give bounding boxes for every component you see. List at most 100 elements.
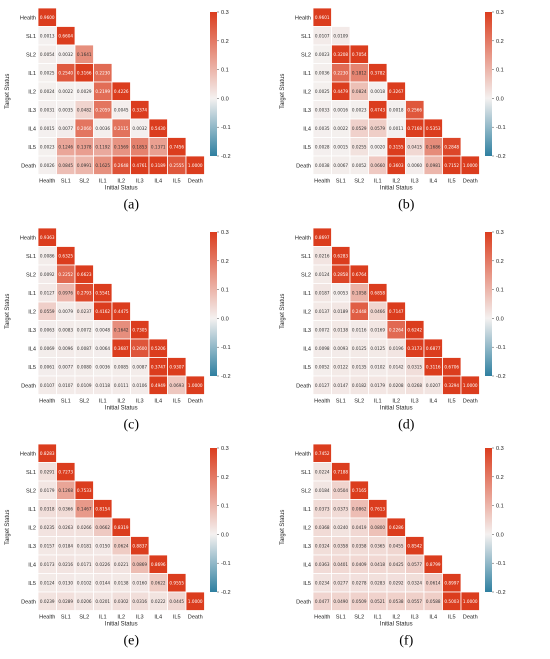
- cell-value-label: 0.0824: [352, 89, 367, 94]
- colorbar-tick-label: 0.2: [221, 475, 229, 481]
- cell-value-label: 0.0181: [77, 543, 92, 548]
- cell-value-label: 0.0102: [370, 364, 385, 369]
- cell-value-label: 0.3782: [370, 70, 385, 75]
- cell-value-label: 0.0466: [370, 309, 385, 314]
- cell-value-label: 0.7305: [132, 327, 147, 332]
- cell-value-label: 0.0036: [95, 126, 110, 131]
- colorbar-tick-label: -0.2: [496, 154, 506, 160]
- cell-value-label: 0.0032: [132, 126, 147, 131]
- cell-value-label: 0.9307: [169, 364, 184, 369]
- x-tick-label: IL2: [392, 615, 400, 621]
- colorbar-tick-label: 0.1: [496, 504, 504, 510]
- cell-value-label: 0.0477: [315, 599, 330, 604]
- colorbar: [485, 448, 492, 592]
- colorbar-tick-label: 0.1: [221, 504, 229, 510]
- cell-value-label: 0.4475: [114, 309, 129, 314]
- cell-value-label: 0.0588: [426, 599, 441, 604]
- cell-value-label: 0.0263: [58, 525, 73, 530]
- cell-value-label: 0.0098: [315, 346, 330, 351]
- x-tick-label: Health: [39, 179, 55, 185]
- cell-value-label: 0.4162: [95, 309, 110, 314]
- cell-value-label: 0.0189: [333, 309, 348, 314]
- cell-value-label: 0.0031: [40, 107, 55, 112]
- cell-value-label: 0.0137: [315, 309, 330, 314]
- cell-value-label: 0.0529: [352, 126, 367, 131]
- cell-value-label: 0.0419: [352, 525, 367, 530]
- cell-value-label: 1.0000: [463, 383, 478, 388]
- cell-value-label: 0.0048: [95, 327, 110, 332]
- cell-value-label: 0.2060: [77, 126, 92, 131]
- cell-value-label: 0.6604: [58, 33, 73, 38]
- y-tick-label: SL1: [301, 34, 311, 40]
- y-tick-label: Health: [20, 235, 36, 241]
- cell-value-label: 0.0409: [352, 562, 367, 567]
- y-tick-label: IL3: [303, 108, 311, 114]
- cell-value-label: 0.0845: [58, 163, 73, 168]
- panel-label: (f): [399, 634, 413, 649]
- cell-value-label: 0.0064: [95, 346, 110, 351]
- x-tick-label: Death: [188, 179, 203, 185]
- cell-value-label: 0.0302: [114, 599, 129, 604]
- y-tick-label: SL2: [301, 488, 311, 494]
- cell-value-label: 0.0107: [58, 383, 73, 388]
- y-axis-label: Target Status: [5, 294, 11, 329]
- cell-value-label: 0.0127: [40, 290, 55, 295]
- y-tick-label: Health: [20, 451, 36, 457]
- cell-value-label: 0.0184: [315, 488, 330, 493]
- cell-value-label: 0.8837: [132, 543, 147, 548]
- cell-value-label: 0.0187: [315, 290, 330, 295]
- colorbar-tick-label: 0.1: [496, 288, 504, 294]
- cell-value-label: 0.0138: [333, 327, 348, 332]
- cell-value-label: 0.0016: [333, 107, 348, 112]
- cell-value-label: 0.0800: [370, 525, 385, 530]
- x-axis-label: Initial Status: [380, 622, 413, 628]
- x-axis-label: Initial Status: [105, 186, 138, 192]
- y-tick-label: IL4: [303, 562, 311, 568]
- cell-value-label: 0.0106: [132, 383, 147, 388]
- x-axis-label: Initial Status: [380, 186, 413, 192]
- colorbar-tick-label: 0.3: [221, 10, 229, 16]
- colorbar-tick-label: -0.1: [496, 125, 506, 131]
- x-tick-label: IL3: [136, 179, 144, 185]
- heatmap-cell: [460, 155, 480, 175]
- x-tick-label: SL1: [61, 179, 71, 185]
- y-tick-label: SL2: [301, 52, 311, 58]
- cell-value-label: 0.7452: [315, 451, 330, 456]
- cell-value-label: 0.6325: [58, 253, 73, 258]
- cell-value-label: 0.6623: [77, 272, 92, 277]
- cell-value-label: 0.0011: [389, 126, 404, 131]
- cell-value-label: 0.7054: [352, 52, 367, 57]
- cell-value-label: 0.0445: [169, 599, 184, 604]
- cell-value-label: 0.0291: [40, 469, 55, 474]
- cell-value-label: 0.6283: [333, 253, 348, 258]
- cell-value-label: 0.0401: [333, 562, 348, 567]
- x-tick-label: SL1: [61, 615, 71, 621]
- cell-value-label: 0.1625: [95, 163, 110, 168]
- colorbar-tick-label: 0.2: [496, 259, 504, 265]
- cell-value-label: 0.8696: [151, 562, 166, 567]
- colorbar-tick-label: 0.1: [496, 68, 504, 74]
- x-tick-label: Health: [39, 399, 55, 405]
- cell-value-label: 0.0216: [315, 253, 330, 258]
- cell-value-label: 0.0368: [315, 525, 330, 530]
- cell-value-label: 0.0278: [352, 580, 367, 585]
- cell-value-label: 0.1686: [426, 144, 441, 149]
- colorbar-tick-label: 0.3: [221, 446, 229, 452]
- cell-value-label: 0.0020: [370, 144, 385, 149]
- colorbar-tick-label: -0.2: [221, 154, 231, 160]
- cell-value-label: 0.0125: [352, 346, 367, 351]
- cell-value-label: 0.7456: [169, 144, 184, 149]
- y-tick-label: IL1: [28, 71, 36, 77]
- cell-value-label: 0.0521: [370, 599, 385, 604]
- cell-value-label: 0.9600: [40, 15, 55, 20]
- cell-value-label: 0.0022: [333, 126, 348, 131]
- colorbar-tick-label: 0.2: [221, 259, 229, 265]
- x-tick-label: IL4: [429, 179, 437, 185]
- colorbar-tick-label: -0.2: [496, 374, 506, 380]
- y-tick-label: SL1: [301, 254, 311, 260]
- cell-value-label: 0.0157: [40, 543, 55, 548]
- colorbar-tick-label: 0.0: [496, 532, 504, 538]
- cell-value-label: 0.0087: [77, 346, 92, 351]
- cell-value-label: 0.3155: [389, 144, 404, 149]
- y-tick-label: SL2: [26, 52, 36, 58]
